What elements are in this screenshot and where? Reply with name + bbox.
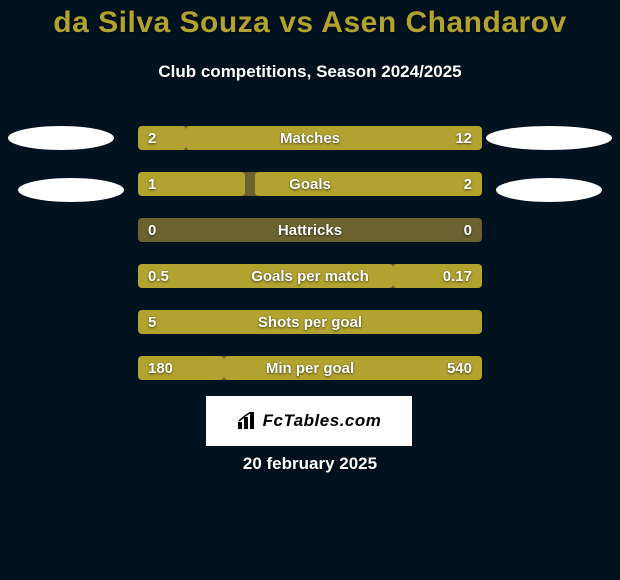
logo-text: FcTables.com bbox=[263, 411, 382, 431]
page-subtitle: Club competitions, Season 2024/2025 bbox=[0, 62, 620, 82]
comparison-bars: 212Matches 12Goals 00Hattricks 0.50.17Goals… bbox=[138, 126, 482, 402]
bars-icon bbox=[237, 412, 259, 430]
stat-metric-label: Goals bbox=[138, 172, 482, 196]
stat-metric-label: Min per goal bbox=[138, 356, 482, 380]
stat-metric-label: Goals per match bbox=[138, 264, 482, 288]
stat-metric-label: Shots per goal bbox=[138, 310, 482, 334]
stat-bar: 180540Min per goal bbox=[138, 356, 482, 380]
comparison-infographic: da Silva Souza vs Asen Chandarov Club co… bbox=[0, 0, 620, 580]
right-team-badge-2 bbox=[496, 178, 602, 202]
footer-date: 20 february 2025 bbox=[0, 454, 620, 474]
fctables-logo: FcTables.com bbox=[206, 396, 412, 446]
right-team-badge-1 bbox=[486, 126, 612, 150]
page-title: da Silva Souza vs Asen Chandarov bbox=[0, 6, 620, 40]
stat-bar: 5Shots per goal bbox=[138, 310, 482, 334]
stat-metric-label: Hattricks bbox=[138, 218, 482, 242]
left-team-badge-2 bbox=[18, 178, 124, 202]
left-team-badge-1 bbox=[8, 126, 114, 150]
stat-bar: 0.50.17Goals per match bbox=[138, 264, 482, 288]
stat-bar: 12Goals bbox=[138, 172, 482, 196]
stat-bar: 00Hattricks bbox=[138, 218, 482, 242]
stat-bar: 212Matches bbox=[138, 126, 482, 150]
stat-metric-label: Matches bbox=[138, 126, 482, 150]
